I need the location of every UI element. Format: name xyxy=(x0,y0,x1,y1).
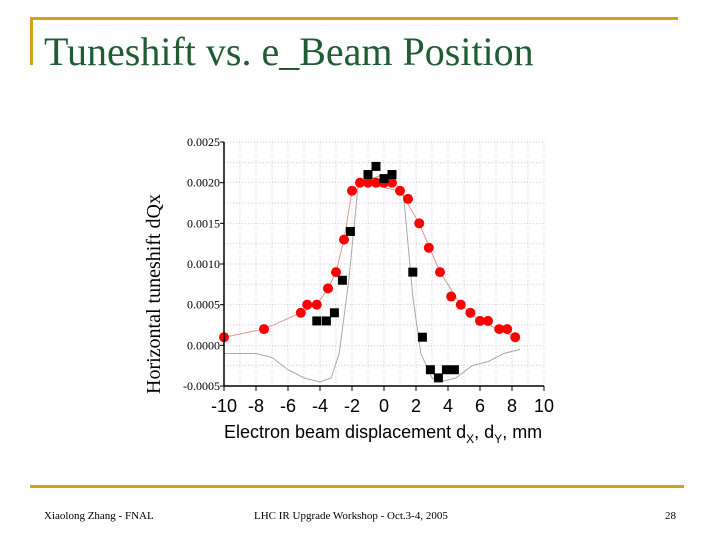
page-number: 28 xyxy=(665,510,676,522)
x-axis-label-end: , mm xyxy=(502,422,542,442)
chart-axes xyxy=(220,141,545,391)
red-circle-point xyxy=(455,299,466,310)
red-circle-point xyxy=(483,315,493,326)
red-circle-point xyxy=(446,291,457,302)
black-square-point xyxy=(417,332,427,342)
red-circle-point xyxy=(494,324,505,335)
y-tick-label: 0.0000 xyxy=(187,338,220,352)
black-square-point xyxy=(449,365,459,375)
red-circle-point xyxy=(475,315,485,326)
y-tick-label: -0.0005 xyxy=(183,379,220,393)
black-square-point xyxy=(425,365,435,375)
series-line-2 xyxy=(224,173,521,383)
x-tick-label: 0 xyxy=(379,396,389,416)
red-circle-point xyxy=(371,177,381,188)
red-circle-point xyxy=(502,324,513,335)
x-axis-label: Electron beam displacement dX, dY, mm xyxy=(224,422,542,446)
y-axis-label: Horizontal tuneshift dQx xyxy=(143,194,165,394)
y-tick-label: 0.0015 xyxy=(187,216,220,230)
red-circle-point xyxy=(323,283,333,294)
black-square-point xyxy=(387,170,397,180)
x-tick-label: 8 xyxy=(507,396,517,416)
black-square-point xyxy=(441,365,451,375)
red-circle-point xyxy=(355,177,365,188)
black-square-point xyxy=(433,373,443,383)
red-circle-point xyxy=(510,332,521,343)
y-tick-label: 0.0005 xyxy=(187,298,220,312)
x-axis-label-sub-y: Y xyxy=(494,432,502,446)
red-circle-point xyxy=(347,185,357,196)
chart-points xyxy=(219,161,521,383)
x-tick-label: -2 xyxy=(344,396,360,416)
red-circle-point xyxy=(302,299,313,310)
slide-title: Tuneshift vs. e_Beam Position xyxy=(44,29,534,74)
black-square-point xyxy=(337,275,347,285)
x-tick-label: 2 xyxy=(411,396,421,416)
red-circle-point xyxy=(395,185,405,196)
red-circle-point xyxy=(423,242,434,253)
red-circle-point xyxy=(339,234,349,245)
x-axis-label-sub-x: X xyxy=(466,432,474,446)
black-square-point xyxy=(379,174,389,184)
red-circle-point xyxy=(259,324,269,335)
chart-tick-labels: -10 -8 -6 -4 -2 0 2 4 6 8 10 0.0025 0.0020 0.0015 0.00… xyxy=(183,135,554,416)
red-circle-point xyxy=(435,267,445,278)
x-tick-label: -10 xyxy=(211,396,237,416)
x-axis-label-mid: , d xyxy=(474,422,494,442)
black-square-point xyxy=(312,316,322,326)
x-tick-label: 4 xyxy=(443,396,453,416)
frame-left-line xyxy=(30,17,33,65)
y-tick-label: 0.0025 xyxy=(187,135,220,149)
red-circle-point xyxy=(465,307,476,318)
footer-author: Xiaolong Zhang - FNAL xyxy=(44,510,154,522)
chart-grid xyxy=(223,141,545,387)
footer-event: LHC IR Upgrade Workshop - Oct.3-4, 2005 xyxy=(254,510,448,522)
red-circle-point xyxy=(331,267,341,278)
black-square-point xyxy=(363,170,373,180)
black-square-point xyxy=(329,308,339,318)
frame-bottom-line xyxy=(30,485,684,488)
x-axis-label-main: Electron beam displacement d xyxy=(224,422,466,442)
black-square-point xyxy=(408,267,418,277)
x-tick-label: -4 xyxy=(312,396,328,416)
x-tick-label: -8 xyxy=(248,396,264,416)
red-circle-point xyxy=(363,177,373,188)
x-tick-label: 6 xyxy=(475,396,485,416)
red-circle-point xyxy=(295,307,306,318)
red-circle-point xyxy=(311,299,322,310)
red-circle-point xyxy=(387,177,397,188)
black-square-point xyxy=(345,226,355,236)
x-tick-label: 10 xyxy=(534,396,554,416)
frame-top-line xyxy=(30,17,678,20)
y-tick-label: 0.0020 xyxy=(187,176,220,190)
red-circle-point xyxy=(414,218,425,229)
tuneshift-chart: -10 -8 -6 -4 -2 0 2 4 6 8 10 0.0025 0.0020 0.0015 0.00… xyxy=(143,135,554,446)
black-square-point xyxy=(321,316,331,326)
y-tick-label: 0.0010 xyxy=(187,257,220,271)
x-tick-label: -6 xyxy=(280,396,296,416)
red-circle-point xyxy=(403,193,413,204)
black-square-point xyxy=(371,161,381,171)
chart-lines xyxy=(223,173,521,383)
